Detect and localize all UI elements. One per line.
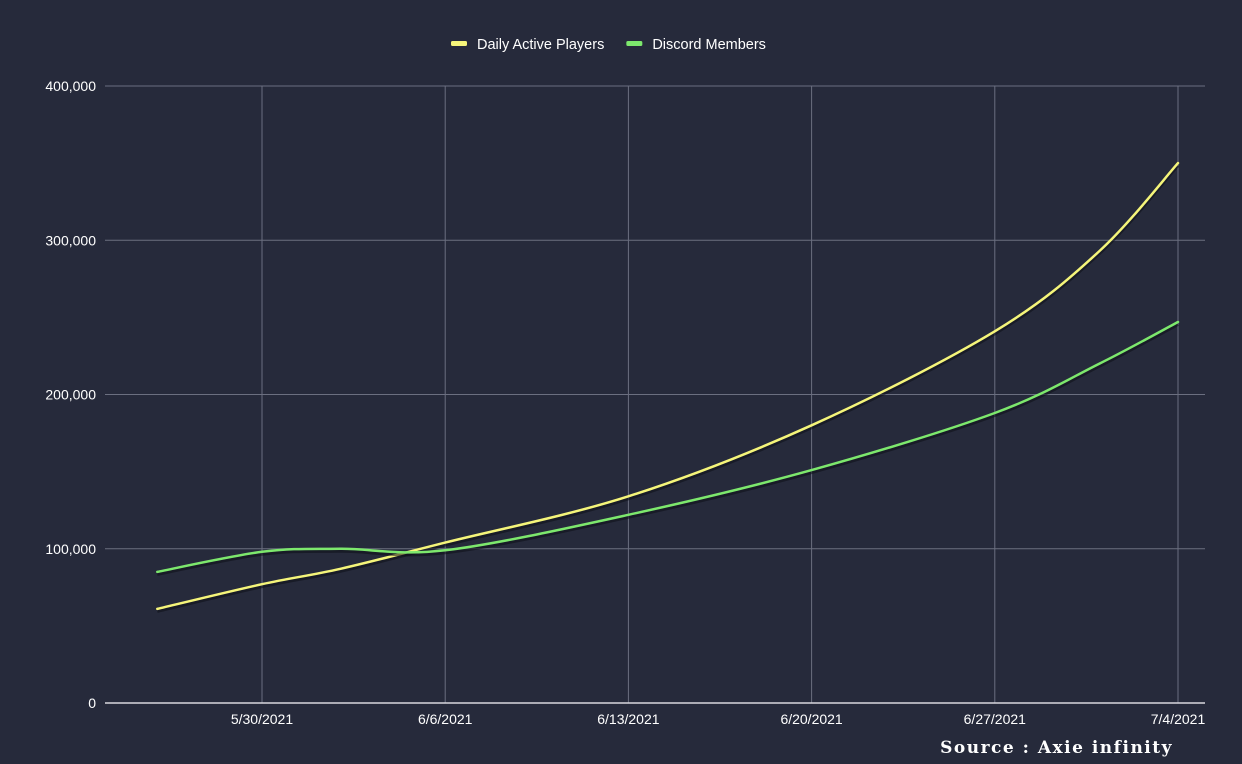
- x-tick-label: 6/6/2021: [418, 711, 473, 727]
- y-tick-label: 100,000: [45, 541, 96, 557]
- x-tick-label: 6/20/2021: [780, 711, 842, 727]
- x-tick-label: 6/13/2021: [597, 711, 659, 727]
- series-line-discord-members: [156, 320, 1180, 574]
- legend-label: Discord Members: [652, 37, 766, 53]
- grid-lines: [105, 85, 1205, 703]
- source-label: Source : Axie infinity: [940, 738, 1173, 758]
- legend-item-daily-active-players[interactable]: Daily Active Players: [451, 37, 604, 53]
- x-tick-label: 7/4/2021: [1151, 711, 1206, 727]
- axes: 0 100,000 200,000 300,000 400,000 5/30/2021 6/…: [45, 78, 1205, 727]
- y-tick-label: 0: [88, 695, 96, 711]
- series-shadow-discord-members: [157, 323, 1179, 576]
- legend[interactable]: Daily Active Players Discord Members: [451, 37, 766, 53]
- y-tick-label: 200,000: [45, 387, 96, 403]
- series-line-daily-active-players: [156, 161, 1180, 611]
- legend-swatch: [451, 41, 467, 46]
- x-tick-label: 5/30/2021: [231, 711, 293, 727]
- series-shadow-daily-active-players: [156, 164, 1180, 613]
- source-caption: Source : Axie infinity: [940, 738, 1173, 758]
- legend-item-discord-members[interactable]: Discord Members: [626, 37, 766, 53]
- x-tick-label: 6/27/2021: [964, 711, 1026, 727]
- legend-swatch: [626, 41, 643, 46]
- y-tick-label: 400,000: [45, 78, 96, 94]
- series-lines: [156, 161, 1180, 613]
- legend-label: Daily Active Players: [477, 37, 604, 53]
- y-tick-label: 300,000: [45, 232, 96, 248]
